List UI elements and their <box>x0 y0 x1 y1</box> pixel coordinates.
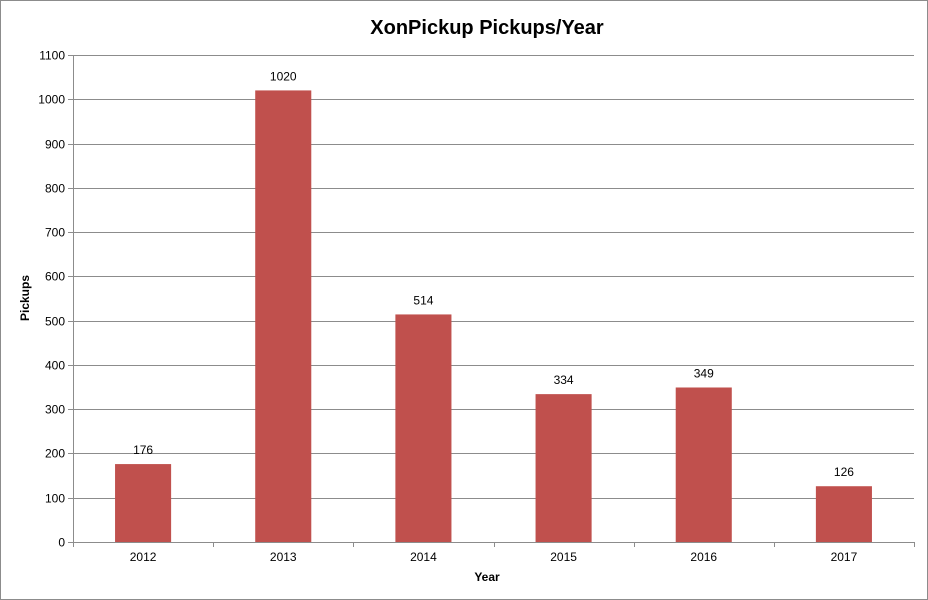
y-tick-label: 100 <box>45 492 65 506</box>
data-label: 176 <box>133 443 153 457</box>
y-tick-label: 0 <box>58 536 65 550</box>
data-label: 514 <box>413 293 433 307</box>
y-tick-label: 600 <box>45 270 65 284</box>
x-tick-labels: 2012 2013 2014 2015 2016 2017 <box>130 550 858 564</box>
bar-2015 <box>535 394 592 542</box>
x-tick-label: 2012 <box>130 550 157 564</box>
chart-title: XonPickup Pickups/Year <box>370 17 604 39</box>
y-tick-label: 800 <box>45 182 65 196</box>
x-tick-label: 2013 <box>270 550 297 564</box>
y-tick-label: 900 <box>45 138 65 152</box>
y-tick-label: 200 <box>45 447 65 461</box>
data-label: 1020 <box>270 69 297 83</box>
data-labels: 176 1020 514 334 349 126 <box>133 69 854 479</box>
y-tick-label: 300 <box>45 403 65 417</box>
x-tick-label: 2014 <box>410 550 437 564</box>
x-tick-label: 2016 <box>690 550 717 564</box>
bar-2012 <box>115 464 172 542</box>
bars <box>115 90 872 542</box>
data-label: 334 <box>554 373 574 387</box>
y-tick-label: 1100 <box>39 49 65 63</box>
y-tick-label: 700 <box>45 226 65 240</box>
gridlines <box>68 55 915 547</box>
bar-2016 <box>675 387 732 542</box>
y-tick-labels: 0 100 200 300 400 500 600 700 800 900 1000 1100 <box>38 49 65 550</box>
y-tick-label: 500 <box>45 315 65 329</box>
y-tick-label: 400 <box>45 359 65 373</box>
y-tick-label: 1000 <box>38 93 65 107</box>
x-tick-label: 2017 <box>831 550 858 564</box>
x-axis-label: Year <box>474 570 500 584</box>
bar-2014 <box>395 314 452 542</box>
bar-2013 <box>255 90 312 542</box>
data-label: 126 <box>834 465 854 479</box>
y-axis-label: Pickups <box>18 275 32 321</box>
x-tick-label: 2015 <box>550 550 577 564</box>
data-label: 349 <box>694 366 714 380</box>
bar-2017 <box>815 486 872 542</box>
